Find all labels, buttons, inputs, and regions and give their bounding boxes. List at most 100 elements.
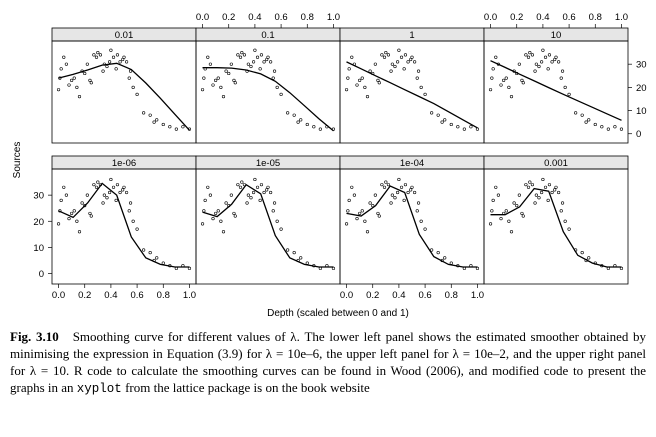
data-point <box>402 198 406 202</box>
data-point <box>344 222 349 226</box>
data-point <box>567 227 571 231</box>
data-point <box>567 92 571 96</box>
data-point <box>360 76 364 80</box>
data-point <box>377 81 381 85</box>
data-point <box>449 122 453 127</box>
data-point <box>216 209 220 213</box>
data-point <box>499 83 503 87</box>
data-point <box>593 122 597 127</box>
data-point <box>390 193 394 197</box>
data-point <box>409 57 413 62</box>
data-point <box>240 50 244 55</box>
data-point <box>502 78 506 83</box>
panel: 0.001 <box>483 155 629 285</box>
data-point <box>613 125 617 129</box>
data-point <box>127 209 131 213</box>
data-point <box>128 201 133 205</box>
x-tick-label: 0.0 <box>484 12 497 23</box>
data-point <box>440 120 444 124</box>
data-point <box>376 211 380 216</box>
data-point <box>80 201 84 205</box>
panel-strip-label: 0.1 <box>261 30 274 41</box>
data-point <box>246 193 250 197</box>
data-point <box>96 180 100 184</box>
panel-frame <box>483 40 629 144</box>
data-point <box>350 185 354 189</box>
y-tick-label: 20 <box>33 217 44 228</box>
data-point <box>224 69 228 73</box>
data-point <box>255 55 260 59</box>
data-point <box>168 125 172 129</box>
x-tick-label: 1.0 <box>615 12 628 23</box>
data-point <box>547 183 552 187</box>
data-point <box>360 209 364 213</box>
data-point <box>606 127 610 131</box>
data-point <box>148 251 152 255</box>
data-point <box>236 183 240 187</box>
data-point <box>203 198 207 202</box>
data-point <box>89 214 93 218</box>
data-point <box>389 201 393 205</box>
smoothing-curve <box>346 185 478 268</box>
data-point <box>271 76 275 80</box>
x-tick-label: 0.4 <box>536 12 549 23</box>
x-tick-label: 0.2 <box>510 12 523 23</box>
x-tick-label: 0.8 <box>157 290 170 301</box>
data-point <box>380 183 384 187</box>
data-point <box>526 185 531 189</box>
panel-frame <box>51 40 197 144</box>
data-point <box>587 256 591 260</box>
data-point <box>92 53 96 57</box>
data-point <box>214 211 218 216</box>
data-point <box>534 62 538 66</box>
data-point <box>262 60 266 64</box>
caption-tail: from the lattice package is on the book … <box>125 380 370 395</box>
data-point <box>550 190 554 195</box>
data-point <box>89 81 93 85</box>
data-point <box>382 185 387 189</box>
panel: 1 <box>339 27 485 144</box>
data-point <box>469 125 473 129</box>
data-point <box>259 53 264 57</box>
data-point <box>430 248 434 252</box>
data-point <box>415 209 419 213</box>
data-point <box>539 190 544 195</box>
data-point <box>64 62 68 66</box>
data-point <box>344 88 349 92</box>
x-tick-label: 0.4 <box>248 12 261 23</box>
data-point <box>56 88 61 92</box>
data-point <box>135 227 139 231</box>
data-point <box>253 177 257 182</box>
data-point <box>553 188 557 192</box>
data-point <box>413 190 417 195</box>
data-point <box>475 127 480 131</box>
data-point <box>125 60 129 64</box>
data-point <box>115 183 120 187</box>
data-point <box>365 95 370 99</box>
x-tick-label: 0.4 <box>104 290 117 301</box>
data-point <box>161 261 165 265</box>
data-point <box>107 190 112 195</box>
data-point <box>384 180 388 184</box>
data-point <box>430 111 434 115</box>
data-points <box>344 48 480 131</box>
data-point <box>423 227 427 231</box>
data-point <box>494 185 498 189</box>
data-point <box>377 214 381 218</box>
y-tick-label: 0 <box>39 269 44 280</box>
data-point <box>554 55 558 59</box>
y-tick-label: 10 <box>33 243 44 254</box>
data-point <box>131 85 135 89</box>
data-point <box>72 76 76 80</box>
data-point <box>122 55 126 59</box>
data-point <box>249 64 253 69</box>
data-point <box>275 219 279 223</box>
data-point <box>539 60 544 64</box>
data-point <box>272 201 277 205</box>
smoothing-curve <box>58 62 190 131</box>
data-point <box>227 71 231 76</box>
data-point <box>75 85 79 89</box>
data-point <box>101 69 105 73</box>
x-tick-label: 0.8 <box>589 12 602 23</box>
data-point <box>211 83 215 87</box>
